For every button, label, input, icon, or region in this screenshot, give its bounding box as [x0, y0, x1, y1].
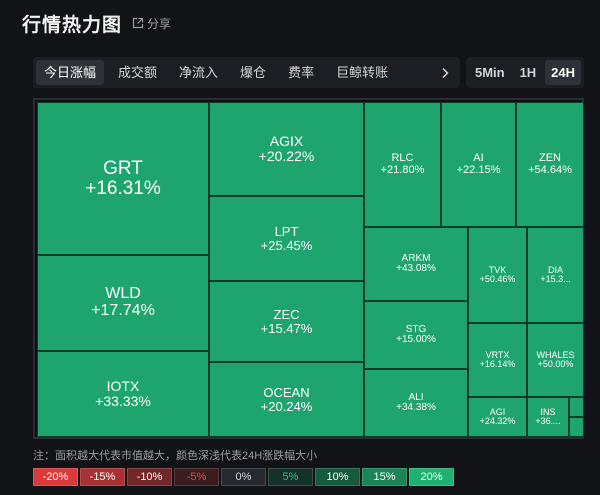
- tile-symbol: ZEN: [539, 151, 561, 164]
- tile-symbol: GRT: [103, 157, 143, 179]
- tile-change: +22.15%: [456, 163, 501, 176]
- legend-swatch: -5%: [174, 468, 219, 486]
- tile-symbol: IOTX: [106, 378, 140, 395]
- legend-swatch: -10%: [127, 468, 172, 486]
- heatmap-tile[interactable]: INS +36....: [527, 397, 569, 437]
- tab-whale-transfer[interactable]: 巨鲸转账: [336, 65, 389, 80]
- legend-note: 注：面积越大代表市值越大，颜色深浅代表24H涨跌幅大小: [33, 450, 318, 462]
- heatmap-tile[interactable]: TVK +50.46%: [468, 227, 527, 323]
- tile-symbol: RLC: [391, 151, 414, 164]
- tile-symbol: TVK: [488, 264, 507, 275]
- time-5min-button[interactable]: 5Min: [475, 65, 505, 80]
- legend-swatch: 20%: [409, 468, 454, 486]
- tab-funding-rate[interactable]: 费率: [288, 65, 315, 80]
- heatmap: GRT +16.31% WLD +17.74% IOTX +33.33% AGIX +20.2…: [33, 98, 584, 439]
- tile-change: +21.80%: [380, 163, 425, 176]
- legend-swatch: 15%: [362, 468, 407, 486]
- heatmap-tile[interactable]: AI +22.15%: [441, 102, 516, 227]
- heatmap-tile[interactable]: OCEAN +20.24%: [209, 362, 364, 437]
- legend-swatch: 10%: [315, 468, 360, 486]
- heatmap-tile[interactable]: DIA +15.3...: [527, 227, 584, 323]
- tab-today-gain[interactable]: 今日涨幅: [36, 60, 105, 85]
- tile-symbol: LPT: [274, 223, 299, 239]
- color-legend: -20% -15% -10% -5% 0% 5% 10% 15% 20%: [33, 468, 456, 486]
- tile-symbol: AGIX: [269, 133, 304, 150]
- tile-change: +50.00%: [537, 359, 574, 369]
- tile-change: +36....: [535, 416, 561, 426]
- tile-symbol: INS: [540, 406, 556, 417]
- header: 行情热力图 分享: [22, 10, 171, 36]
- time-24h-button[interactable]: 24H: [545, 60, 581, 85]
- tile-change: +20.22%: [258, 148, 315, 164]
- tile-change: +16.31%: [85, 177, 161, 199]
- tile-change: +34.38%: [396, 402, 436, 413]
- tile-change: +17.74%: [91, 302, 155, 319]
- tile-symbol: AGI: [489, 406, 506, 417]
- heatmap-tile[interactable]: AGI +24.32%: [468, 397, 527, 437]
- heatmap-tile[interactable]: ZEN +54.64%: [516, 102, 584, 227]
- tile-change: +15.47%: [260, 320, 313, 336]
- tile-symbol: WHALES: [536, 349, 575, 360]
- heatmap-tile[interactable]: GRT +16.31%: [37, 102, 209, 255]
- tile-symbol: ZEC: [273, 306, 300, 322]
- heatmap-tile[interactable]: [569, 417, 584, 437]
- tile-change: +33.33%: [95, 393, 151, 409]
- tile-change: +20.24%: [260, 398, 313, 414]
- tile-change: +54.64%: [528, 163, 572, 176]
- tile-change: +50.46%: [479, 274, 516, 284]
- tile-change: +43.08%: [396, 263, 436, 274]
- heatmap-tile[interactable]: ALI +34.38%: [364, 369, 468, 437]
- heatmap-tile[interactable]: AGIX +20.22%: [209, 102, 364, 196]
- tile-symbol: VRTX: [485, 349, 510, 360]
- tile-symbol: AI: [473, 151, 484, 164]
- time-range-selector: 5Min 1H 24H: [466, 57, 584, 88]
- tile-symbol: ARKM: [401, 252, 431, 264]
- heatmap-tile[interactable]: [569, 397, 584, 417]
- metric-tabs: 今日涨幅 成交额 净流入 爆仓 费率 巨鲸转账: [33, 57, 460, 88]
- heatmap-tile[interactable]: RLC +21.80%: [364, 102, 441, 227]
- tile-change: +15.3...: [540, 274, 571, 284]
- legend-swatch: -15%: [80, 468, 125, 486]
- legend-swatch: -20%: [33, 468, 78, 486]
- tile-symbol: OCEAN: [263, 384, 310, 400]
- tile-symbol: STG: [405, 323, 427, 335]
- heatmap-tile[interactable]: WHALES +50.00%: [527, 323, 584, 397]
- tile-change: +16.14%: [479, 359, 516, 369]
- time-1h-button[interactable]: 1H: [519, 65, 537, 80]
- tile-change: +25.45%: [260, 237, 313, 253]
- chevron-right-icon: [442, 67, 449, 78]
- tile-symbol: WLD: [105, 285, 141, 303]
- share-icon: [132, 17, 144, 29]
- share-label: 分享: [147, 16, 172, 31]
- share-button[interactable]: 分享: [132, 15, 171, 32]
- tile-change: +15.00%: [396, 334, 436, 345]
- tabs-scroll-right-button[interactable]: [435, 57, 455, 88]
- heatmap-tile[interactable]: ARKM +43.08%: [364, 227, 468, 301]
- heatmap-tile[interactable]: STG +15.00%: [364, 301, 468, 369]
- legend-swatch: 0%: [221, 468, 266, 486]
- heatmap-tile[interactable]: VRTX +16.14%: [468, 323, 527, 397]
- tile-change: +24.32%: [479, 416, 516, 426]
- page-title: 行情热力图: [22, 14, 123, 36]
- legend-swatch: 5%: [268, 468, 313, 486]
- tab-liquidation[interactable]: 爆仓: [240, 65, 267, 80]
- heatmap-tile[interactable]: WLD +17.74%: [37, 255, 209, 351]
- tab-net-inflow[interactable]: 净流入: [179, 65, 219, 80]
- tab-volume[interactable]: 成交额: [118, 65, 158, 80]
- tile-symbol: DIA: [547, 264, 563, 275]
- heatmap-tile[interactable]: IOTX +33.33%: [37, 351, 209, 437]
- heatmap-tile[interactable]: LPT +25.45%: [209, 196, 364, 281]
- tile-symbol: ALI: [408, 391, 424, 403]
- heatmap-tile[interactable]: ZEC +15.47%: [209, 281, 364, 362]
